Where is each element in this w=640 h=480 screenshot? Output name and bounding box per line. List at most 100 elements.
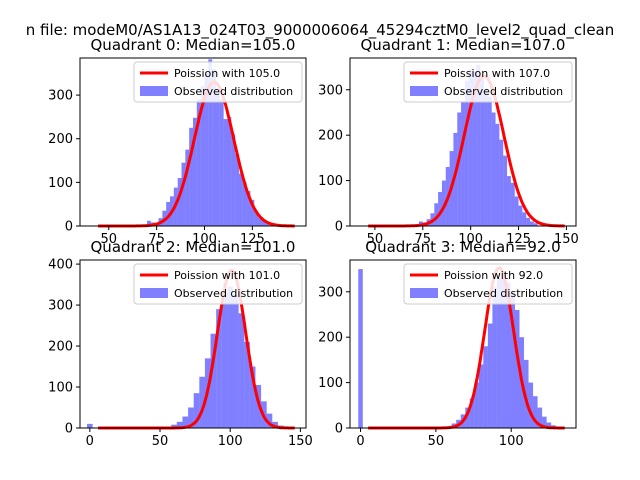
histogram-bar: [246, 191, 251, 226]
figure-suptitle: n file: modeM0/AS1A13_024T03_9000006064_…: [26, 21, 615, 40]
histogram-bar: [196, 99, 201, 226]
histogram-bar: [166, 202, 171, 226]
histogram-bar: [438, 191, 442, 226]
histogram-bar: [261, 220, 266, 226]
histogram-bar: [193, 117, 197, 226]
histogram-bar: [171, 424, 177, 428]
x-tick-label: 100: [458, 232, 483, 247]
y-tick-label: 300: [48, 89, 73, 104]
histogram-bar: [182, 416, 189, 428]
histogram-bar: [272, 421, 278, 428]
histogram-bar: [522, 212, 527, 226]
histogram-bar: [510, 291, 515, 428]
histogram-bar: [501, 273, 506, 428]
histogram-bar: [476, 64, 481, 226]
histogram-bar: [537, 407, 543, 428]
histogram-bar: [491, 112, 496, 226]
histogram-bar: [499, 139, 504, 226]
histogram-bar: [434, 203, 439, 226]
histogram-bar: [210, 333, 217, 428]
histogram-bar: [227, 116, 232, 226]
histogram-bar: [188, 407, 194, 428]
histogram-bar: [235, 154, 239, 226]
histogram-bar: [238, 313, 245, 428]
axes-frame: [79, 57, 307, 227]
y-tick-label: 300: [318, 285, 343, 300]
axes-frame: [79, 259, 307, 429]
x-tick-label: 50: [428, 434, 445, 449]
histogram-bar: [514, 309, 520, 428]
y-tick-label: 0: [65, 220, 73, 235]
histogram-bar: [208, 59, 213, 227]
histogram-bar: [266, 413, 273, 428]
axes-frame: [349, 259, 577, 429]
histogram-bar: [468, 69, 473, 226]
y-tick-label: 100: [318, 376, 343, 391]
histogram-bar: [87, 423, 93, 428]
histogram-bar: [177, 178, 182, 226]
histogram-bar: [510, 182, 515, 226]
histogram-bar: [505, 282, 511, 428]
histogram-bar: [526, 217, 531, 226]
histogram-bar: [250, 199, 255, 226]
x-tick-label: 100: [499, 434, 524, 449]
legend-hist-label: Observed distribution: [174, 287, 293, 300]
histogram-bar: [472, 71, 477, 227]
y-tick-label: 200: [318, 331, 343, 346]
y-tick-label: 100: [48, 381, 73, 396]
histogram-bar: [238, 173, 243, 226]
y-tick-label: 100: [318, 174, 343, 189]
legend-hist-swatch: [140, 86, 168, 96]
x-tick-label: 50: [152, 434, 169, 449]
legend-hist-swatch: [140, 288, 168, 298]
x-tick-label: 0: [356, 434, 364, 449]
subplot-title: Quadrant 2: Median=101.0: [91, 238, 296, 256]
y-tick-label: 300: [318, 83, 343, 98]
legend-hist-swatch: [410, 86, 438, 96]
x-tick-label: 100: [192, 232, 217, 247]
histogram-bar: [219, 99, 224, 226]
subplot-3: 0 50 100 0 100 200 300 Quadrant 3: Median=92.0 P…: [318, 238, 577, 449]
histogram-bar: [457, 112, 462, 226]
histogram-bar: [249, 366, 256, 428]
histogram-bar: [492, 287, 497, 428]
histogram-bar: [453, 132, 458, 226]
legend-line-label: Poission with 105.0: [174, 67, 280, 80]
x-tick-label: 0: [86, 434, 94, 449]
histogram-bar: [176, 421, 183, 428]
legend: Poission with 92.0 Observed distribution: [403, 263, 573, 305]
y-tick-label: 200: [48, 340, 73, 355]
histogram-bar: [233, 294, 239, 428]
histogram-bar: [254, 210, 259, 226]
histogram-bar: [358, 269, 363, 428]
y-tick-label: 200: [318, 129, 343, 144]
histogram-bar: [469, 398, 475, 428]
histogram-bar: [474, 382, 479, 428]
y-tick-label: 0: [335, 220, 343, 235]
histogram-bar: [216, 309, 222, 428]
histogram-bar: [258, 217, 262, 226]
x-tick-label: 50: [100, 232, 117, 247]
histogram-bar: [503, 155, 508, 226]
histogram-bar: [185, 149, 190, 226]
histogram-bar: [189, 127, 193, 226]
legend: Poission with 105.0 Observed distribution: [133, 61, 303, 103]
histogram-bar: [495, 123, 500, 226]
histogram-bar: [199, 376, 205, 428]
histogram-bar: [465, 407, 470, 428]
y-tick-label: 0: [65, 422, 73, 437]
histogram-bar: [441, 180, 446, 226]
subplot-0: 50 75 100 125 0 100 200 300 Quadrant 0: Median=1…: [48, 36, 307, 247]
subplot-title: Quadrant 1: Median=107.0: [361, 36, 566, 54]
legend-hist-swatch: [410, 288, 438, 298]
y-tick-label: 200: [48, 132, 73, 147]
legend-line-label: Poission with 101.0: [174, 269, 280, 282]
histogram-bar: [227, 286, 234, 428]
subplot-title: Quadrant 3: Median=92.0: [365, 238, 560, 256]
histogram-bar: [528, 382, 534, 428]
histogram-bar: [514, 196, 519, 226]
histogram-bar: [480, 76, 485, 226]
histogram-bar: [221, 292, 228, 428]
subplot-1: 50 75 100 125 150 0 100 200 300 Quadrant 1: Media…: [318, 36, 579, 247]
